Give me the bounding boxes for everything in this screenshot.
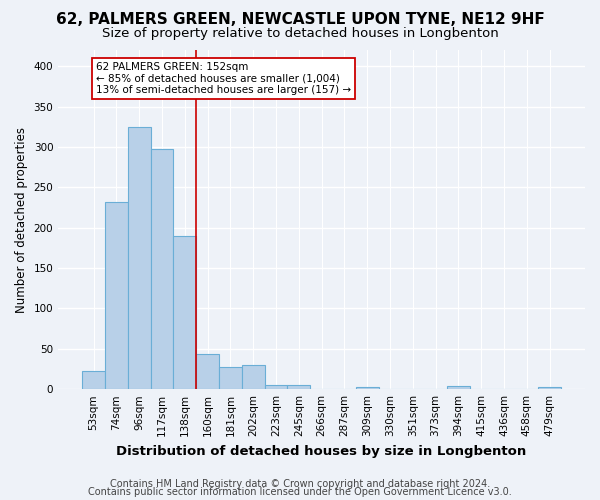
Bar — [196, 354, 219, 389]
Bar — [173, 236, 196, 389]
Bar — [356, 387, 379, 389]
Bar — [82, 370, 105, 389]
Text: Contains HM Land Registry data © Crown copyright and database right 2024.: Contains HM Land Registry data © Crown c… — [110, 479, 490, 489]
Text: Contains public sector information licensed under the Open Government Licence v3: Contains public sector information licen… — [88, 487, 512, 497]
Text: Size of property relative to detached houses in Longbenton: Size of property relative to detached ho… — [101, 28, 499, 40]
Bar — [287, 385, 310, 389]
Bar — [128, 126, 151, 389]
Text: 62 PALMERS GREEN: 152sqm
← 85% of detached houses are smaller (1,004)
13% of sem: 62 PALMERS GREEN: 152sqm ← 85% of detach… — [96, 62, 351, 96]
Y-axis label: Number of detached properties: Number of detached properties — [15, 126, 28, 312]
Bar — [447, 386, 470, 389]
Text: 62, PALMERS GREEN, NEWCASTLE UPON TYNE, NE12 9HF: 62, PALMERS GREEN, NEWCASTLE UPON TYNE, … — [56, 12, 544, 28]
Bar — [242, 365, 265, 389]
Bar — [265, 385, 287, 389]
Bar — [151, 150, 173, 389]
Bar — [538, 387, 561, 389]
Bar — [105, 202, 128, 389]
X-axis label: Distribution of detached houses by size in Longbenton: Distribution of detached houses by size … — [116, 444, 527, 458]
Bar — [219, 366, 242, 389]
